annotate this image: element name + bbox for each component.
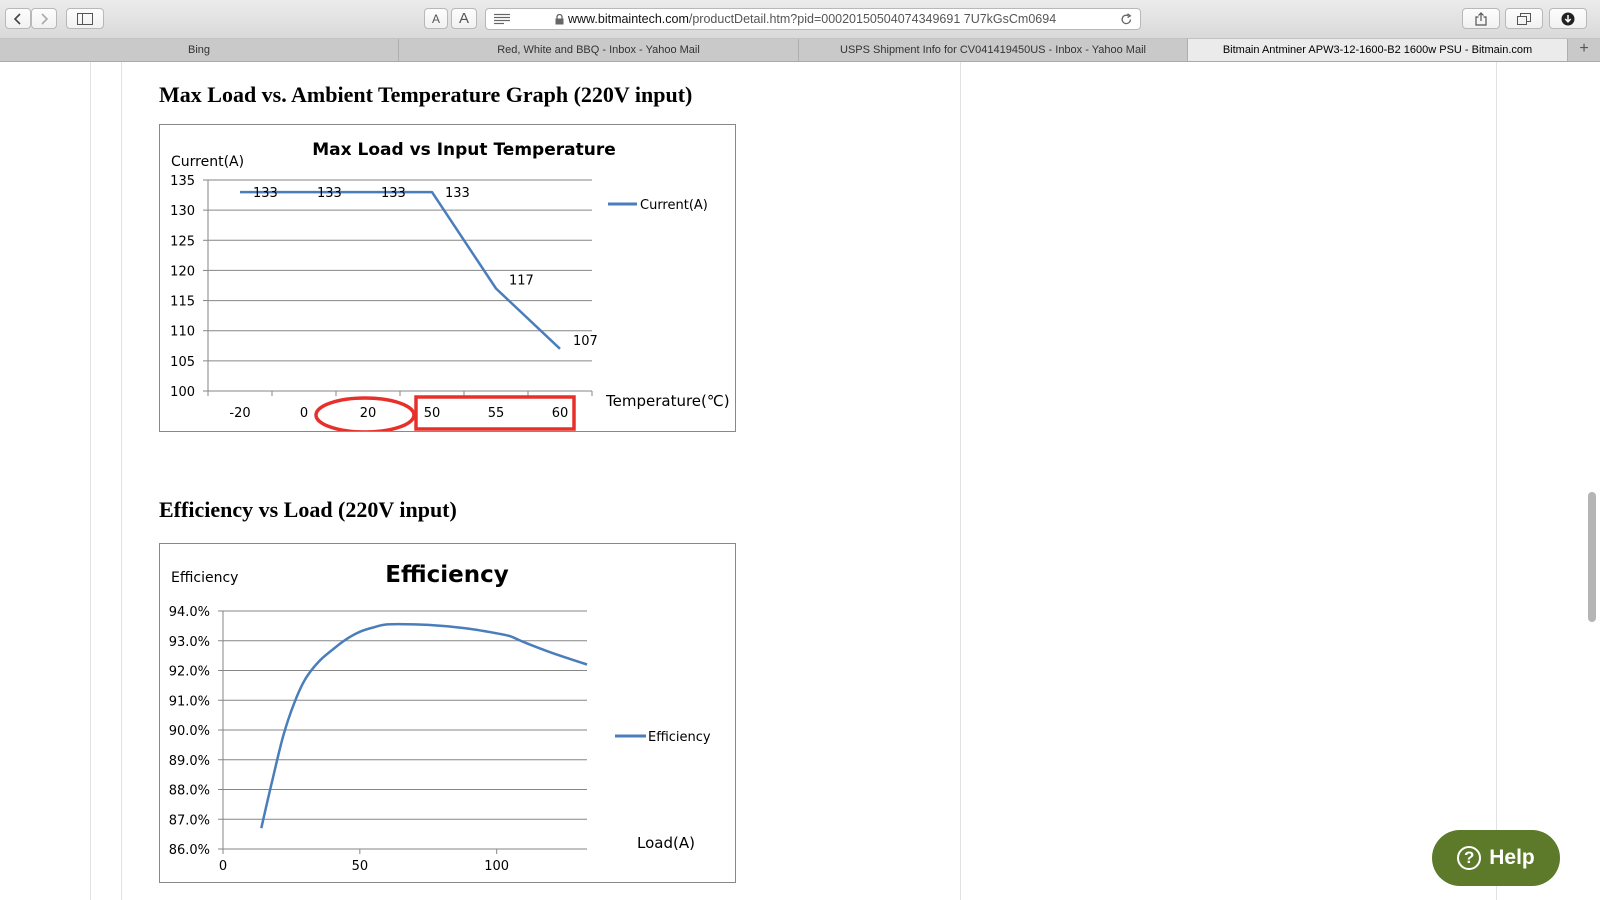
download-icon <box>1561 12 1575 25</box>
y-tick-label: 125 <box>170 234 195 249</box>
series-line-current <box>240 190 561 350</box>
y-tick-label: 88.0% <box>169 784 210 799</box>
tab-label: USPS Shipment Info for CV041419450US - I… <box>840 44 1146 56</box>
tab-label: Bing <box>187 44 211 56</box>
y-tick-label: 120 <box>170 264 195 279</box>
plus-icon: + <box>1579 40 1589 57</box>
data-label: 117 <box>509 274 534 289</box>
url-text: www.bitmaintech.com/productDetail.htm?pi… <box>568 12 1056 26</box>
y-tick-label: 90.0% <box>169 724 210 739</box>
efficiency-heading: Efficiency vs Load (220V input) <box>159 497 457 522</box>
y-axis-label: Efficiency <box>171 570 238 586</box>
reload-icon[interactable] <box>1120 13 1133 26</box>
x-tick-label: 55 <box>488 406 505 421</box>
x-tick-label: 50 <box>352 859 369 874</box>
temp-graph-heading: Max Load vs. Ambient Temperature Graph (… <box>159 82 693 107</box>
legend-label: Current(A) <box>640 198 708 213</box>
x-tick-label: 20 <box>360 406 377 421</box>
font-smaller-label: A <box>431 11 440 26</box>
url-host: www.bitmaintech.com <box>568 12 689 26</box>
y-axis-label: Current(A) <box>171 154 244 170</box>
data-label: 133 <box>317 186 342 201</box>
scrollbar-thumb[interactable] <box>1588 492 1596 622</box>
url-path: /productDetail.htm?pid=00020150504074349… <box>688 12 1057 26</box>
font-larger-button[interactable]: A <box>451 8 477 29</box>
y-tick-label: 92.0% <box>169 665 210 680</box>
temperature-chart: Max Load vs Input Temperature Current(A) T… <box>159 124 736 432</box>
y-tick-label: 135 <box>170 174 195 189</box>
x-tick-label: 100 <box>484 859 509 874</box>
y-tick-label: 89.0% <box>169 754 210 769</box>
share-button[interactable] <box>1462 8 1500 29</box>
efficiency-chart: Efficiency Efficiency Load(A) 86.0% 87.0% 88.… <box>159 543 736 883</box>
new-tab-button[interactable]: + <box>1568 39 1600 61</box>
y-tick-label: 91.0% <box>169 694 210 709</box>
share-icon <box>1475 11 1487 26</box>
tab-bar: Bing Red, White and BBQ - Inbox - Yahoo … <box>0 39 1600 62</box>
tabs-icon <box>1517 12 1531 25</box>
chart-title: Max Load vs Input Temperature <box>312 140 616 160</box>
y-tick-label: 93.0% <box>169 635 210 650</box>
back-button[interactable] <box>5 8 31 29</box>
sidebar-icon <box>77 12 93 25</box>
data-label: 133 <box>381 186 406 201</box>
help-label: Help <box>1489 846 1535 869</box>
tab-usps-shipment[interactable]: USPS Shipment Info for CV041419450US - I… <box>799 39 1188 61</box>
x-axis-label: Load(A) <box>637 834 695 852</box>
chart-title: Efficiency <box>385 562 508 588</box>
address-bar[interactable]: www.bitmaintech.com/productDetail.htm?pi… <box>485 8 1141 30</box>
tabs-overview-button[interactable] <box>1505 8 1543 29</box>
help-button[interactable]: ? Help <box>1432 830 1560 886</box>
y-tick-label: 87.0% <box>169 813 210 828</box>
x-tick-label: 60 <box>552 406 569 421</box>
tab-label: Bitmain Antminer APW3-12-1600-B2 1600w P… <box>1222 44 1533 56</box>
series-line-efficiency <box>260 622 588 829</box>
data-label: 133 <box>253 186 278 201</box>
y-tick-label: 115 <box>170 295 195 310</box>
chevron-right-icon <box>41 12 49 25</box>
y-tick-label: 130 <box>170 204 195 219</box>
x-tick-label: 0 <box>300 406 308 421</box>
x-axis-label: Temperature(℃) <box>605 392 730 410</box>
y-tick-label: 105 <box>170 355 195 370</box>
data-label: 107 <box>573 334 598 349</box>
column-divider <box>1496 62 1497 900</box>
downloads-button[interactable] <box>1549 8 1587 29</box>
reader-icon[interactable] <box>494 13 510 25</box>
column-divider <box>121 62 122 900</box>
question-icon: ? <box>1457 846 1482 870</box>
tab-bing[interactable]: Bing <box>0 39 399 61</box>
legend-label: Efficiency <box>648 730 711 745</box>
font-smaller-button[interactable]: A <box>424 8 448 29</box>
tab-yahoo-mail-bbq[interactable]: Red, White and BBQ - Inbox - Yahoo Mail <box>399 39 799 61</box>
column-divider <box>960 62 961 900</box>
annotation-box <box>414 395 576 431</box>
tab-bitmain[interactable]: Bitmain Antminer APW3-12-1600-B2 1600w P… <box>1188 39 1568 61</box>
annotation-circle <box>314 396 416 431</box>
data-label: 133 <box>445 186 470 201</box>
y-tick-label: 110 <box>170 325 195 340</box>
tab-label: Red, White and BBQ - Inbox - Yahoo Mail <box>497 44 700 56</box>
x-tick-label: -20 <box>229 406 250 421</box>
temperature-chart-svg: Max Load vs Input Temperature Current(A) T… <box>170 140 730 431</box>
y-tick-label: 100 <box>170 385 195 400</box>
efficiency-chart-svg: Efficiency Efficiency Load(A) 86.0% 87.0% 88.… <box>169 562 711 874</box>
browser-toolbar: A A www.bitmaintech.com/productDetail.ht… <box>0 0 1600 39</box>
sidebar-button[interactable] <box>66 8 104 29</box>
forward-button[interactable] <box>31 8 57 29</box>
page-content: Max Load vs. Ambient Temperature Graph (… <box>0 62 1600 900</box>
x-tick-label: 50 <box>424 406 441 421</box>
chevron-left-icon <box>13 12 21 25</box>
lock-icon <box>555 14 564 25</box>
x-tick-label: 0 <box>219 859 227 874</box>
column-divider <box>90 62 91 900</box>
y-tick-label: 94.0% <box>169 605 210 620</box>
y-tick-label: 86.0% <box>169 843 210 858</box>
font-larger-label: A <box>458 10 469 27</box>
